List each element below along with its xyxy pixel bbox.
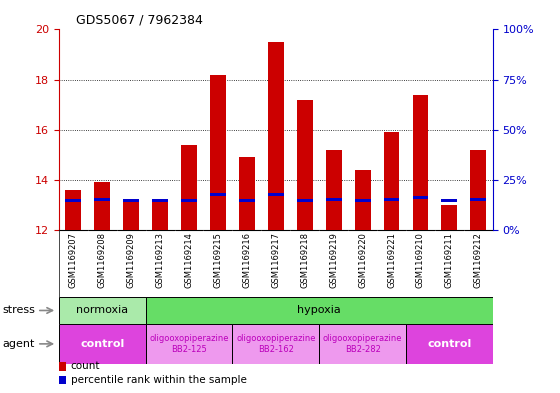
Text: GSM1169219: GSM1169219 <box>329 232 338 288</box>
Bar <box>59 297 146 324</box>
Bar <box>354 199 371 202</box>
Text: oligooxopiperazine
BB2-162: oligooxopiperazine BB2-162 <box>236 334 315 354</box>
Bar <box>384 198 399 201</box>
Bar <box>413 95 428 230</box>
Bar <box>152 202 168 230</box>
Bar <box>210 75 226 230</box>
Text: oligooxopiperazine
BB2-282: oligooxopiperazine BB2-282 <box>323 334 402 354</box>
Bar <box>146 324 232 364</box>
Bar <box>354 170 371 230</box>
Text: GSM1169221: GSM1169221 <box>387 232 396 288</box>
Text: normoxia: normoxia <box>76 305 128 316</box>
Bar <box>94 182 110 230</box>
Text: GSM1169213: GSM1169213 <box>156 232 165 288</box>
Bar <box>94 198 110 201</box>
Bar <box>152 199 168 202</box>
Bar <box>66 190 81 230</box>
Text: GSM1169208: GSM1169208 <box>97 232 107 288</box>
Bar <box>297 99 312 230</box>
Text: stress: stress <box>3 305 36 316</box>
Bar <box>384 132 399 230</box>
Text: GSM1169220: GSM1169220 <box>358 232 367 288</box>
Bar <box>268 42 284 230</box>
Text: GSM1169216: GSM1169216 <box>242 232 251 288</box>
Bar <box>239 157 255 230</box>
Bar <box>326 198 342 201</box>
Text: count: count <box>71 361 100 371</box>
Text: GSM1169217: GSM1169217 <box>271 232 281 288</box>
Bar <box>319 324 406 364</box>
Bar <box>146 297 493 324</box>
Bar <box>181 145 197 230</box>
Text: hypoxia: hypoxia <box>297 305 341 316</box>
Text: GSM1169209: GSM1169209 <box>127 232 136 288</box>
Text: control: control <box>427 339 472 349</box>
Bar <box>66 199 81 202</box>
Text: percentile rank within the sample: percentile rank within the sample <box>71 375 246 385</box>
Bar <box>441 205 458 230</box>
Bar <box>470 198 486 201</box>
Text: GSM1169212: GSM1169212 <box>474 232 483 288</box>
Text: GSM1169215: GSM1169215 <box>213 232 222 288</box>
Text: GSM1169211: GSM1169211 <box>445 232 454 288</box>
Bar <box>232 324 319 364</box>
Bar <box>441 199 458 202</box>
Text: GSM1169210: GSM1169210 <box>416 232 425 288</box>
Bar <box>181 199 197 202</box>
Bar <box>210 193 226 196</box>
Bar <box>268 193 284 196</box>
Text: GDS5067 / 7962384: GDS5067 / 7962384 <box>76 14 203 27</box>
Bar <box>413 196 428 198</box>
Text: GSM1169214: GSM1169214 <box>184 232 194 288</box>
Bar <box>326 150 342 230</box>
Bar <box>297 199 312 202</box>
Bar <box>59 324 146 364</box>
Bar <box>406 324 493 364</box>
Text: GSM1169207: GSM1169207 <box>69 232 78 288</box>
Text: oligooxopiperazine
BB2-125: oligooxopiperazine BB2-125 <box>150 334 228 354</box>
Bar <box>123 199 139 202</box>
Text: control: control <box>80 339 124 349</box>
Text: GSM1169218: GSM1169218 <box>300 232 309 288</box>
Bar <box>123 202 139 230</box>
Bar <box>239 199 255 202</box>
Bar <box>470 150 486 230</box>
Text: agent: agent <box>3 339 35 349</box>
